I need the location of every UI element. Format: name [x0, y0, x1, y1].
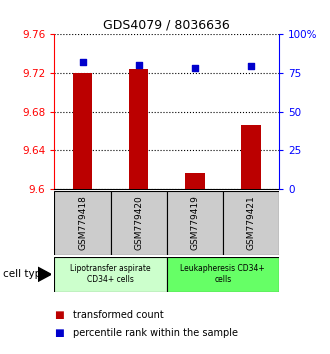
Text: transformed count: transformed count — [73, 310, 163, 320]
Title: GDS4079 / 8036636: GDS4079 / 8036636 — [103, 18, 230, 31]
Point — [80, 59, 85, 64]
Text: ■: ■ — [54, 310, 64, 320]
Point — [192, 65, 197, 71]
Text: ■: ■ — [54, 328, 64, 338]
Text: Lipotransfer aspirate
CD34+ cells: Lipotransfer aspirate CD34+ cells — [70, 264, 151, 284]
Bar — [129, 69, 149, 189]
Polygon shape — [38, 267, 51, 281]
Bar — [167, 191, 223, 255]
Bar — [111, 191, 167, 255]
Text: Leukapheresis CD34+
cells: Leukapheresis CD34+ cells — [181, 264, 265, 284]
Bar — [185, 173, 205, 189]
Text: percentile rank within the sample: percentile rank within the sample — [73, 328, 238, 338]
Point — [136, 62, 141, 68]
Text: GSM779420: GSM779420 — [134, 196, 143, 250]
Text: GSM779418: GSM779418 — [78, 195, 87, 251]
Bar — [54, 257, 167, 292]
Bar — [223, 191, 279, 255]
Bar — [241, 125, 261, 189]
Bar — [73, 73, 92, 189]
Bar — [167, 257, 279, 292]
Text: GSM779421: GSM779421 — [246, 196, 255, 250]
Bar — [54, 191, 111, 255]
Text: cell type: cell type — [3, 269, 48, 279]
Text: GSM779419: GSM779419 — [190, 195, 199, 251]
Point — [248, 63, 253, 69]
